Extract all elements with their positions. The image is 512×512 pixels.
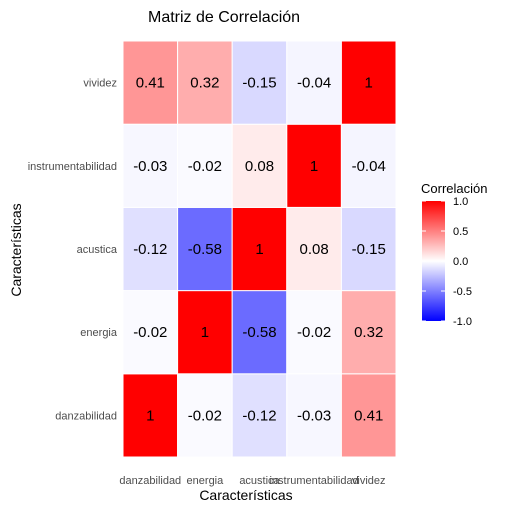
cell-value-label: -0.03 [297,407,331,424]
heatmap-cell [177,206,233,292]
cell-value-label: -0.04 [352,158,386,175]
cell-value-label: -0.15 [242,75,276,92]
heatmap-cell [340,40,397,125]
y-axis-title: Características [8,203,24,296]
y-axis-ticks: danzabilidad energia acustica instrumentabi… [28,78,118,423]
y-tick-label: danzabilidad [55,410,117,422]
heatmap-cell [122,373,179,458]
heatmap-cell [231,290,288,375]
legend-tick-label: -1.0 [453,316,472,328]
cell-value-label: 0.41 [136,75,165,92]
y-tick-label: acustica [77,244,118,256]
heatmap-cell [340,123,397,208]
cell-value-label: 0.41 [354,407,383,424]
x-tick-label: instrumentabilidad [269,475,358,487]
cell-value-label: -0.02 [297,324,331,341]
heatmap-cells: 1 -0.02 -0.12 -0.03 0.41 -0.02 1 -0.58 -0.02 0.32… [122,40,397,458]
x-axis-ticks: danzabilidad energia acusticainstrumentabi… [119,475,385,487]
cell-value-label: -0.12 [242,407,276,424]
cell-value-label: 0.32 [354,324,383,341]
heatmap-cell [286,373,342,458]
chart-title: Matriz de Correlación [148,9,300,26]
cell-value-label: -0.02 [188,158,222,175]
cell-value-label: -0.03 [133,158,167,175]
heatmap-cell [122,40,179,125]
legend-tick-label: -0.5 [453,286,472,298]
legend-tick-label: 1.0 [453,196,468,208]
heatmap-cell [286,290,342,375]
heatmap-cell [340,206,397,292]
heatmap-cell [286,123,342,208]
heatmap-cell [122,290,179,375]
heatmap-cell [231,40,288,125]
heatmap-cell [177,290,233,375]
legend-ticks: 1.0 0.5 0.0 -0.5 -1.0 [422,196,472,328]
x-tick-label: energia [187,475,225,487]
x-axis-title: Características [199,487,292,503]
y-tick-label: energia [80,327,118,339]
heatmap-cell [231,206,288,292]
cell-value-label: 1 [146,407,154,424]
y-tick-label: instrumentabilidad [28,161,117,173]
x-tick-label: vividez [352,475,386,487]
heatmap-cell [122,123,179,208]
heatmap-cell [340,373,397,458]
legend-color-bar [422,201,445,321]
legend-tick-label: 0.5 [453,226,468,238]
heatmap-cell [177,373,233,458]
cell-value-label: -0.04 [297,75,331,92]
cell-value-label: 1 [365,75,373,92]
cell-value-label: -0.58 [188,241,222,258]
heatmap-cell [177,40,233,125]
y-tick-label: vividez [83,78,117,90]
cell-value-label: 0.08 [299,241,328,258]
cell-value-label: -0.58 [242,324,276,341]
cell-value-label: 0.08 [245,158,274,175]
cell-value-label: -0.12 [133,241,167,258]
cell-value-label: 1 [310,158,318,175]
color-legend: Correlación 1.0 0.5 0.0 -0.5 -1.0 [421,181,487,328]
cell-value-label: -0.02 [188,407,222,424]
cell-value-label: 1 [201,324,209,341]
x-tick-label: danzabilidad [119,475,181,487]
cell-value-label: 1 [255,241,263,258]
heatmap-cell [231,123,288,208]
heatmap-cell [177,123,233,208]
x-tick-label: acustica [239,475,280,487]
legend-title: Correlación [421,181,487,196]
legend-tick-label: 0.0 [453,256,468,268]
heatmap-cell [340,290,397,375]
cell-value-label: -0.15 [352,241,386,258]
cell-value-label: -0.02 [133,324,167,341]
cell-value-label: 0.32 [190,75,219,92]
